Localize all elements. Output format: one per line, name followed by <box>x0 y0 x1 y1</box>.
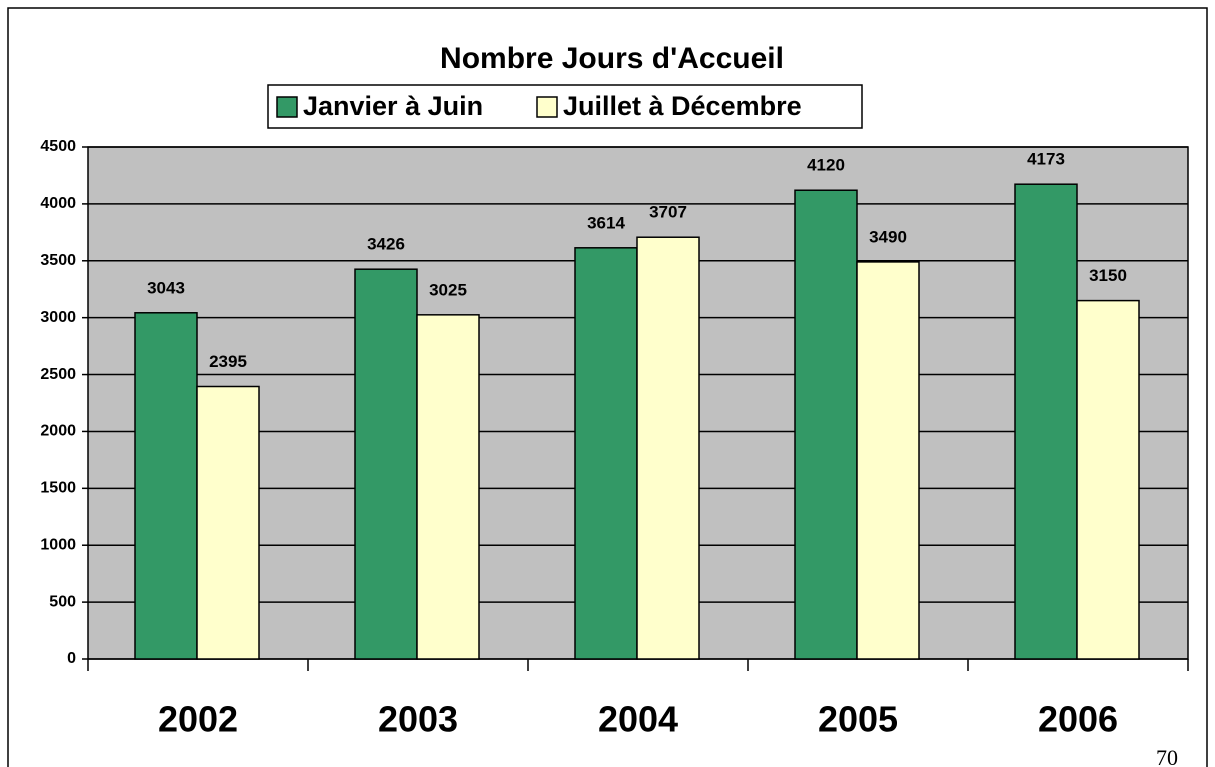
x-tick-label: 2006 <box>1038 699 1118 740</box>
value-label: 3025 <box>429 280 467 299</box>
bar <box>1014 183 1078 660</box>
legend-label: Janvier à Juin <box>303 91 483 121</box>
value-label: 4120 <box>807 156 845 175</box>
legend-box <box>267 84 863 129</box>
bar <box>416 314 480 660</box>
value-label: 3614 <box>587 213 625 232</box>
value-label: 2395 <box>209 352 247 371</box>
y-tick-label: 500 <box>49 593 76 610</box>
value-label: 4173 <box>1027 150 1065 169</box>
value-label: 3043 <box>147 278 185 297</box>
bar <box>134 312 198 660</box>
value-label: 3490 <box>869 227 907 246</box>
value-label: 3150 <box>1089 266 1127 285</box>
bar <box>574 247 638 660</box>
y-tick-label: 4500 <box>40 138 76 155</box>
x-tick-label: 2002 <box>158 699 238 740</box>
y-tick-label: 1000 <box>40 536 76 553</box>
legend-swatch <box>536 96 558 118</box>
y-tick-label: 1500 <box>40 480 76 497</box>
bar <box>354 268 418 660</box>
bar <box>794 189 858 660</box>
legend-swatch <box>276 96 298 118</box>
value-label: 3707 <box>649 203 687 222</box>
chart-title: Nombre Jours d'Accueil <box>440 42 784 75</box>
bar <box>856 261 920 660</box>
bar <box>636 236 700 660</box>
x-tick-label: 2005 <box>818 699 898 740</box>
y-tick-label: 2000 <box>40 423 76 440</box>
x-tick-label: 2003 <box>378 699 458 740</box>
bar <box>196 385 260 660</box>
page-number: 70 <box>1156 745 1178 767</box>
y-tick-label: 4000 <box>40 195 76 212</box>
value-label: 3426 <box>367 235 405 254</box>
bar <box>1076 299 1140 660</box>
y-tick-label: 3500 <box>40 252 76 269</box>
x-tick-label: 2004 <box>598 699 678 740</box>
y-tick-label: 2500 <box>40 366 76 383</box>
y-tick-label: 3000 <box>40 309 76 326</box>
legend-label: Juillet à Décembre <box>563 91 802 121</box>
y-tick-label: 0 <box>67 650 76 667</box>
